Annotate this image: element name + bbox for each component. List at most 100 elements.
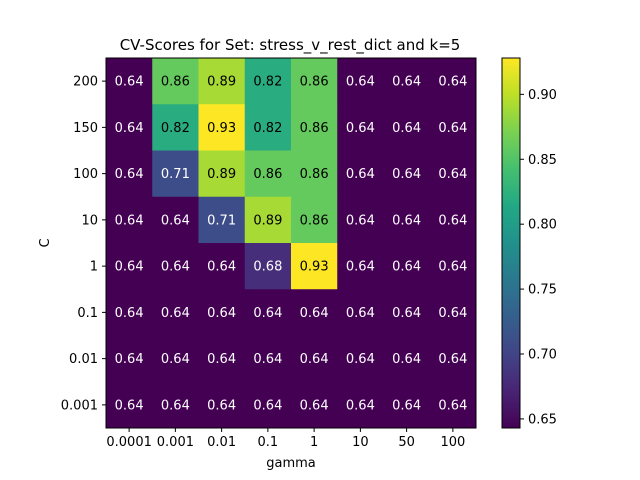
- cell-value-label: 0.64: [115, 167, 144, 182]
- x-axis-label: gamma: [266, 456, 316, 471]
- cell-value-label: 0.71: [161, 167, 190, 182]
- heatmap-cell: [429, 243, 477, 290]
- cell-value-label: 0.64: [438, 213, 467, 228]
- cell-value-label: 0.64: [161, 352, 190, 367]
- heatmap-cell: [383, 243, 431, 290]
- y-axis-label: C: [38, 238, 53, 247]
- heatmap-cells: 0.64 0.86 0.89 0.82 0.86 0.64 0.64 0.64 0.64 0.82…: [106, 58, 477, 429]
- colorbar-tick-label: 0.85: [528, 153, 557, 168]
- cell-value-label: 0.64: [346, 121, 375, 136]
- cell-value-label: 0.64: [346, 75, 375, 90]
- cell-value-label: 0.89: [207, 167, 236, 182]
- cell-value-label: 0.86: [300, 167, 329, 182]
- cell-value-label: 0.64: [438, 260, 467, 275]
- heatmap-cell: [383, 150, 431, 198]
- x-tick-label: 0.01: [207, 435, 236, 450]
- heatmap-cell: [383, 289, 431, 336]
- heatmap-cell: [106, 104, 153, 151]
- y-tick-label: 100: [73, 167, 98, 182]
- cell-value-label: 0.64: [392, 306, 421, 321]
- heatmap-cell: [198, 104, 246, 151]
- heatmap-cell: [244, 243, 292, 290]
- heatmap-cell: [244, 289, 292, 336]
- heatmap-cell: [383, 381, 431, 429]
- cell-value-label: 0.64: [392, 213, 421, 228]
- heatmap-cell: [198, 196, 246, 244]
- cell-value-label: 0.64: [392, 121, 421, 136]
- cell-value-label: 0.64: [346, 398, 375, 413]
- heatmap-cell: [198, 58, 246, 105]
- heatmap-cell: [291, 58, 338, 105]
- cell-value-label: 0.86: [161, 75, 190, 90]
- x-tick-label: 50: [398, 435, 415, 450]
- x-tick-label: 0.0001: [106, 435, 152, 450]
- cell-value-label: 0.64: [438, 121, 467, 136]
- cell-value-label: 0.86: [253, 167, 282, 182]
- cell-value-label: 0.64: [253, 398, 282, 413]
- y-tick-label: 200: [73, 75, 98, 90]
- cell-value-label: 0.64: [392, 260, 421, 275]
- heatmap-cell: [429, 150, 477, 198]
- heatmap-cell: [244, 196, 292, 244]
- cell-value-label: 0.71: [207, 213, 236, 228]
- heatmap-cell: [198, 243, 246, 290]
- cell-value-label: 0.64: [115, 75, 144, 90]
- heatmap-cell: [291, 289, 338, 336]
- y-tick-label: 150: [73, 121, 98, 136]
- cell-value-label: 0.86: [300, 75, 329, 90]
- heatmap-cell: [198, 335, 246, 383]
- heatmap-cell: [106, 381, 153, 429]
- cell-value-label: 0.68: [253, 260, 282, 275]
- cell-value-label: 0.64: [115, 260, 144, 275]
- cell-value-label: 0.64: [207, 306, 236, 321]
- heatmap-cell: [337, 196, 384, 244]
- cell-value-label: 0.64: [115, 398, 144, 413]
- heatmap-cell: [106, 196, 153, 244]
- cell-value-label: 0.64: [346, 213, 375, 228]
- cell-value-label: 0.64: [438, 167, 467, 182]
- y-tick-label: 1: [90, 260, 98, 275]
- cell-value-label: 0.64: [346, 306, 375, 321]
- cell-value-label: 0.64: [207, 260, 236, 275]
- heatmap-cell: [244, 104, 292, 151]
- heatmap-cell: [198, 381, 246, 429]
- y-tick-label: 0.01: [69, 352, 98, 367]
- heatmap-cell: [152, 289, 199, 336]
- colorbar-tick-label: 0.90: [528, 88, 557, 103]
- heatmap-cell: [152, 243, 199, 290]
- cell-value-label: 0.64: [161, 306, 190, 321]
- cell-value-label: 0.64: [115, 352, 144, 367]
- y-tick-label: 0.1: [77, 306, 98, 321]
- cell-value-label: 0.64: [300, 306, 329, 321]
- plot-frame: [105, 57, 477, 429]
- cell-value-label: 0.64: [392, 75, 421, 90]
- cell-value-label: 0.64: [438, 75, 467, 90]
- y-axis-ticks: 200 150 100 10 1 0.1 0.01 0.001: [61, 75, 106, 413]
- colorbar: 0.65 0.70 0.75 0.80 0.85 0.90: [501, 57, 557, 429]
- cell-value-label: 0.86: [300, 213, 329, 228]
- cell-value-label: 0.64: [438, 352, 467, 367]
- heatmap-cell: [429, 335, 477, 383]
- cell-value-label: 0.93: [300, 260, 329, 275]
- heatmap-cell: [383, 196, 431, 244]
- heatmap-cell: [198, 150, 246, 198]
- cell-value-label: 0.64: [346, 352, 375, 367]
- heatmap-cell: [198, 289, 246, 336]
- heatmap-cell: [337, 289, 384, 336]
- cell-value-label: 0.82: [161, 121, 190, 136]
- y-tick-label: 10: [81, 213, 98, 228]
- heatmap-cell: [106, 289, 153, 336]
- heatmap-cell: [383, 335, 431, 383]
- heatmap-cell: [152, 196, 199, 244]
- heatmap-cell: [429, 104, 477, 151]
- colorbar-tick-label: 0.70: [528, 348, 557, 363]
- cell-value-label: 0.64: [300, 352, 329, 367]
- heatmap-cell: [152, 150, 199, 198]
- cell-value-label: 0.64: [253, 306, 282, 321]
- heatmap-cell: [383, 58, 431, 105]
- heatmap-cell: [152, 104, 199, 151]
- cell-value-label: 0.82: [253, 75, 282, 90]
- cell-value-label: 0.64: [438, 306, 467, 321]
- heatmap-cell: [337, 381, 384, 429]
- heatmap-cell: [291, 381, 338, 429]
